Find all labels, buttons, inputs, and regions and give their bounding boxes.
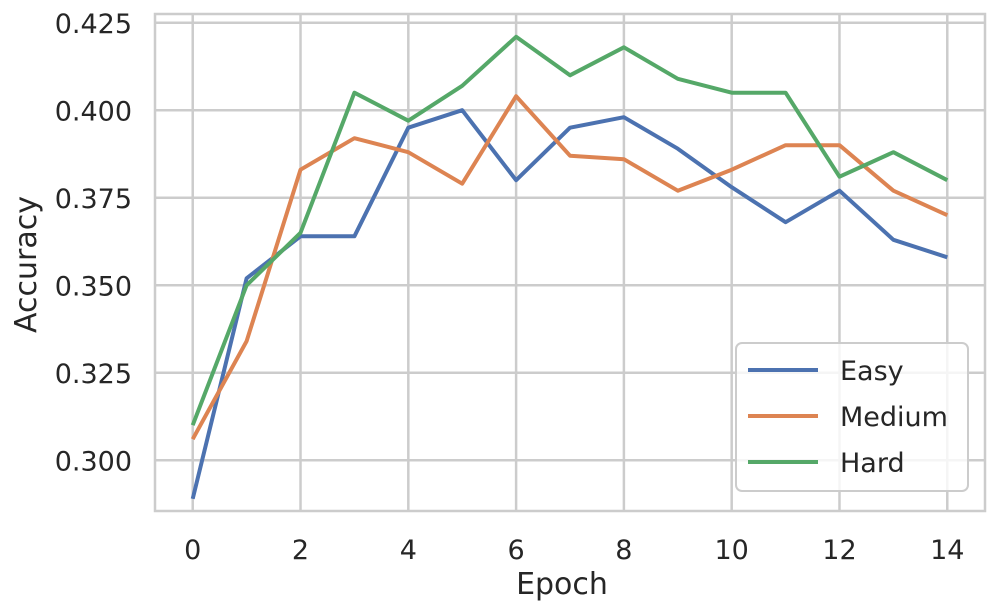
- tick-labels: 0 2 4 6 8 10 12 14 0.300 0.325 0.350 0.375 0.400 0.42…: [55, 9, 965, 566]
- y-tick-label: 0.350: [55, 271, 132, 302]
- legend-label-hard: Hard: [840, 448, 905, 479]
- series-layer: [190, 34, 949, 500]
- legend-box: [735, 342, 969, 492]
- legend: Easy Medium Hard: [735, 342, 969, 492]
- x-axis-label: Epoch: [516, 567, 608, 602]
- y-tick-label: 0.300: [55, 446, 132, 477]
- legend-label-easy: Easy: [840, 356, 904, 387]
- y-axis-label: Accuracy: [9, 196, 44, 333]
- y-tick-label: 0.325: [55, 359, 132, 390]
- x-tick-label: 14: [930, 535, 964, 566]
- plot-area-frame: [153, 12, 987, 513]
- x-tick-label: 8: [615, 535, 632, 566]
- x-tick-label: 10: [715, 535, 749, 566]
- y-tick-label: 0.425: [55, 9, 132, 40]
- legend-label-medium: Medium: [840, 402, 948, 433]
- x-tick-label: 6: [508, 535, 525, 566]
- series-line-easy: [190, 108, 948, 500]
- series-line-hard: [190, 34, 949, 426]
- y-tick-label: 0.375: [55, 184, 132, 215]
- x-tick-label: 4: [400, 535, 417, 566]
- x-tick-label: 2: [292, 535, 309, 566]
- x-tick-label: 0: [184, 535, 201, 566]
- y-tick-label: 0.400: [55, 96, 132, 127]
- x-tick-label: 12: [822, 535, 856, 566]
